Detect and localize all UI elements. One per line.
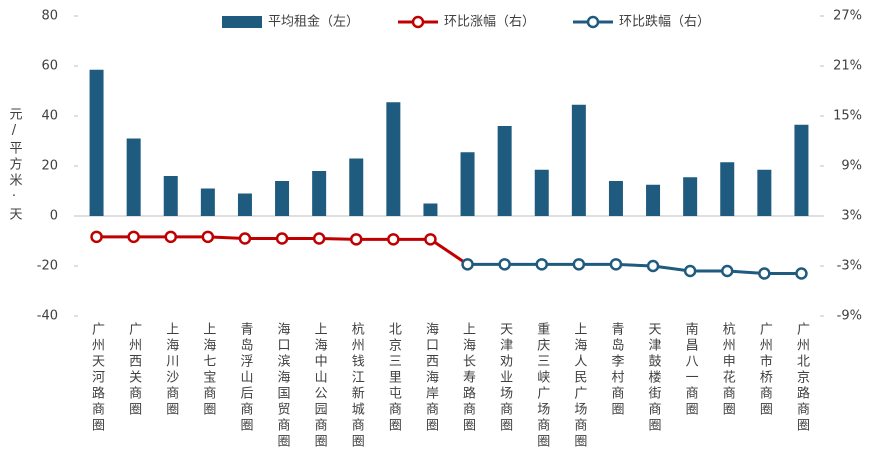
x-tick-label: 海口西海岸商圈 xyxy=(423,322,439,434)
y-tick-label: -40 xyxy=(37,309,58,324)
x-tick-label: 广州北京路商圈 xyxy=(794,322,810,434)
marker xyxy=(758,267,771,280)
bar xyxy=(423,203,438,216)
x-tick-label: 上海中山公园商圈 xyxy=(312,322,328,450)
x-tick-label: 广州市桥商圈 xyxy=(757,322,773,418)
marker xyxy=(238,232,252,245)
bar xyxy=(126,138,141,216)
x-tick-label: 上海川沙商圈 xyxy=(163,322,179,418)
x-tick-label: 杭州钱江新城商圈 xyxy=(349,322,365,450)
x-tick-label: 青岛浮山后商圈 xyxy=(237,322,253,434)
y-tick-label: 40 xyxy=(41,109,58,124)
line xyxy=(96,235,431,241)
legend-swatch xyxy=(586,15,600,29)
x-tick-label: 青岛李村商圈 xyxy=(608,322,624,418)
bar xyxy=(460,152,475,216)
x-tick-label: 上海人民广场商圈 xyxy=(571,322,587,450)
bar xyxy=(608,181,623,216)
y2-tick-label: 3% xyxy=(841,209,862,224)
marker xyxy=(312,232,326,245)
bar xyxy=(386,102,401,216)
legend-label: 环比涨幅（右） xyxy=(444,15,535,30)
x-tick-label: 重庆三峡广场商圈 xyxy=(534,321,550,450)
bar xyxy=(794,124,809,216)
x-tick-label: 上海七宝商圈 xyxy=(200,322,216,418)
bar xyxy=(646,184,661,216)
y-tick-label: 20 xyxy=(41,159,58,174)
marker xyxy=(683,264,697,278)
y2-tick-label: 27% xyxy=(833,9,862,24)
y2-tick-label: 15% xyxy=(833,109,862,124)
connector xyxy=(429,238,469,266)
marker xyxy=(275,232,289,245)
marker xyxy=(164,230,177,244)
y2-tick-label: 9% xyxy=(841,159,862,174)
x-tick-label: 杭州申花商圈 xyxy=(720,322,736,418)
bar xyxy=(497,126,512,216)
x-tick-label: 天津劝业场商圈 xyxy=(497,322,513,434)
marker xyxy=(387,233,400,246)
marker xyxy=(461,258,474,271)
y2-tick-label: -9% xyxy=(837,309,862,324)
bar xyxy=(534,169,549,216)
x-tick-label: 上海长寿路商圈 xyxy=(460,322,476,434)
marker xyxy=(498,258,511,271)
x-tick-label: 广州天河路商圈 xyxy=(89,322,105,434)
legend-label: 环比跌幅（右） xyxy=(619,14,710,30)
bar xyxy=(349,158,364,216)
y-tick-label: 80 xyxy=(41,9,58,24)
x-tick-label: 海口滨海国贸商圈 xyxy=(275,322,291,450)
bar xyxy=(757,169,772,216)
x-tick-label: 南昌八一商圈 xyxy=(683,321,699,418)
legend-swatch xyxy=(411,15,425,29)
marker xyxy=(424,233,437,246)
y-tick-label: -20 xyxy=(37,259,58,274)
y-axis-label: 元/平方米·天 xyxy=(7,107,23,223)
marker xyxy=(646,259,660,273)
bar xyxy=(720,162,735,216)
x-tick-label: 天津鼓楼街商圈 xyxy=(646,322,662,434)
x-tick-label: 广州西关商圈 xyxy=(126,322,142,418)
bar xyxy=(237,193,252,216)
bar xyxy=(275,181,290,216)
marker xyxy=(127,230,140,244)
x-tick-label: 北京三里屯商圈 xyxy=(386,322,402,434)
bar xyxy=(89,69,104,216)
legend-label: 平均租金（左） xyxy=(268,14,359,30)
y2-tick-label: 21% xyxy=(833,59,862,74)
bar xyxy=(683,177,698,216)
marker xyxy=(609,258,623,271)
bar xyxy=(312,171,327,216)
marker xyxy=(535,258,548,271)
marker xyxy=(572,258,586,271)
bar xyxy=(163,176,178,216)
marker xyxy=(201,230,215,244)
line xyxy=(467,262,802,275)
bar xyxy=(571,104,586,216)
y-tick-label: 60 xyxy=(41,59,58,74)
y-tick-label: 0 xyxy=(50,209,58,224)
marker xyxy=(350,233,363,246)
legend-swatch xyxy=(222,16,262,28)
bar xyxy=(200,188,215,216)
marker xyxy=(795,267,808,280)
marker xyxy=(721,264,734,278)
marker xyxy=(90,230,103,244)
y2-tick-label: -3% xyxy=(837,259,862,274)
